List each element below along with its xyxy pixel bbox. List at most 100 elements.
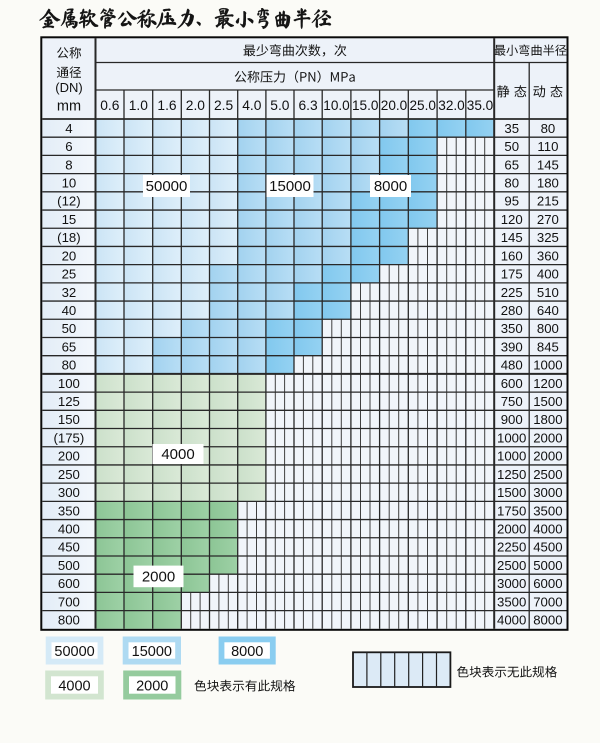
svg-text:900: 900	[501, 412, 523, 427]
svg-text:5000: 5000	[533, 558, 562, 573]
svg-text:400: 400	[58, 522, 80, 537]
svg-text:(DN): (DN)	[55, 80, 82, 95]
svg-text:50: 50	[62, 321, 77, 336]
svg-text:15.0: 15.0	[352, 98, 379, 113]
svg-text:4000: 4000	[497, 613, 526, 628]
svg-text:125: 125	[58, 394, 80, 409]
svg-text:750: 750	[501, 394, 523, 409]
svg-text:(12): (12)	[57, 194, 80, 209]
svg-text:270: 270	[537, 212, 559, 227]
svg-text:95: 95	[504, 194, 519, 209]
svg-text:500: 500	[58, 558, 80, 573]
svg-text:350: 350	[501, 321, 523, 336]
svg-text:510: 510	[537, 285, 559, 300]
svg-text:450: 450	[58, 540, 80, 555]
svg-text:4000: 4000	[161, 446, 194, 463]
svg-text:6.3: 6.3	[299, 98, 319, 113]
svg-text:180: 180	[537, 176, 559, 191]
svg-text:800: 800	[58, 613, 80, 628]
svg-text:2000: 2000	[533, 430, 562, 445]
svg-text:10.0: 10.0	[323, 98, 350, 113]
svg-text:2250: 2250	[497, 540, 526, 555]
svg-text:800: 800	[537, 321, 559, 336]
svg-text:15000: 15000	[269, 178, 311, 195]
svg-text:325: 325	[537, 230, 559, 245]
svg-text:4: 4	[65, 121, 72, 136]
svg-text:4000: 4000	[533, 522, 562, 537]
svg-text:1200: 1200	[533, 376, 562, 391]
svg-text:1250: 1250	[497, 467, 526, 482]
svg-text:mm: mm	[57, 99, 81, 115]
svg-text:(175): (175)	[54, 430, 85, 445]
svg-text:200: 200	[58, 449, 80, 464]
svg-text:2.0: 2.0	[186, 98, 206, 113]
svg-text:15000: 15000	[132, 644, 172, 660]
svg-text:350: 350	[58, 503, 80, 518]
svg-text:300: 300	[58, 485, 80, 500]
svg-text:65: 65	[504, 157, 519, 172]
svg-text:1500: 1500	[497, 485, 526, 500]
svg-text:20: 20	[62, 248, 77, 263]
svg-text:25: 25	[62, 267, 77, 282]
svg-text:2000: 2000	[136, 678, 168, 694]
svg-text:10: 10	[62, 176, 77, 191]
svg-text:8000: 8000	[231, 644, 263, 660]
svg-text:145: 145	[501, 230, 523, 245]
svg-text:65: 65	[62, 339, 77, 354]
svg-text:110: 110	[537, 139, 558, 154]
svg-text:400: 400	[537, 267, 559, 282]
svg-text:225: 225	[501, 285, 523, 300]
svg-text:100: 100	[58, 376, 80, 391]
svg-text:50: 50	[504, 139, 519, 154]
svg-text:280: 280	[501, 303, 523, 318]
svg-text:50000: 50000	[146, 178, 188, 195]
svg-text:360: 360	[537, 248, 559, 263]
svg-text:5.0: 5.0	[270, 98, 290, 113]
svg-text:40: 40	[62, 303, 77, 318]
svg-text:2500: 2500	[497, 558, 526, 573]
svg-text:640: 640	[537, 303, 559, 318]
svg-text:0.6: 0.6	[100, 98, 120, 113]
svg-text:390: 390	[501, 339, 523, 354]
svg-text:215: 215	[537, 194, 559, 209]
svg-text:700: 700	[58, 594, 80, 609]
svg-text:1.0: 1.0	[129, 98, 149, 113]
svg-text:2500: 2500	[533, 467, 562, 482]
svg-text:50000: 50000	[54, 644, 94, 660]
svg-text:3500: 3500	[497, 594, 526, 609]
svg-text:35: 35	[504, 121, 519, 136]
svg-text:1000: 1000	[497, 430, 526, 445]
svg-text:600: 600	[501, 376, 523, 391]
svg-text:7000: 7000	[533, 594, 562, 609]
svg-text:80: 80	[62, 358, 77, 373]
svg-text:2000: 2000	[533, 449, 562, 464]
svg-text:1750: 1750	[497, 503, 526, 518]
svg-text:8000: 8000	[533, 613, 562, 628]
svg-text:1800: 1800	[533, 412, 562, 427]
svg-text:600: 600	[58, 576, 80, 591]
svg-text:2000: 2000	[497, 522, 526, 537]
svg-text:480: 480	[501, 358, 523, 373]
svg-text:6: 6	[65, 139, 72, 154]
svg-text:150: 150	[58, 412, 80, 427]
svg-text:8: 8	[65, 157, 72, 172]
svg-text:80: 80	[504, 176, 519, 191]
svg-text:8000: 8000	[374, 178, 407, 195]
svg-text:35.0: 35.0	[467, 98, 494, 113]
svg-text:145: 145	[537, 157, 559, 172]
svg-text:(18): (18)	[57, 230, 80, 245]
svg-text:4000: 4000	[58, 678, 90, 694]
svg-text:32.0: 32.0	[438, 98, 465, 113]
svg-text:1.6: 1.6	[157, 98, 177, 113]
svg-text:4.0: 4.0	[242, 98, 262, 113]
svg-text:1000: 1000	[497, 449, 526, 464]
svg-text:160: 160	[501, 248, 523, 263]
svg-text:4500: 4500	[533, 540, 562, 555]
svg-text:15: 15	[62, 212, 77, 227]
svg-text:120: 120	[501, 212, 523, 227]
svg-text:2.5: 2.5	[214, 98, 234, 113]
svg-text:845: 845	[537, 339, 559, 354]
svg-text:3500: 3500	[533, 503, 562, 518]
svg-text:80: 80	[541, 121, 556, 136]
svg-text:25.0: 25.0	[409, 98, 436, 113]
